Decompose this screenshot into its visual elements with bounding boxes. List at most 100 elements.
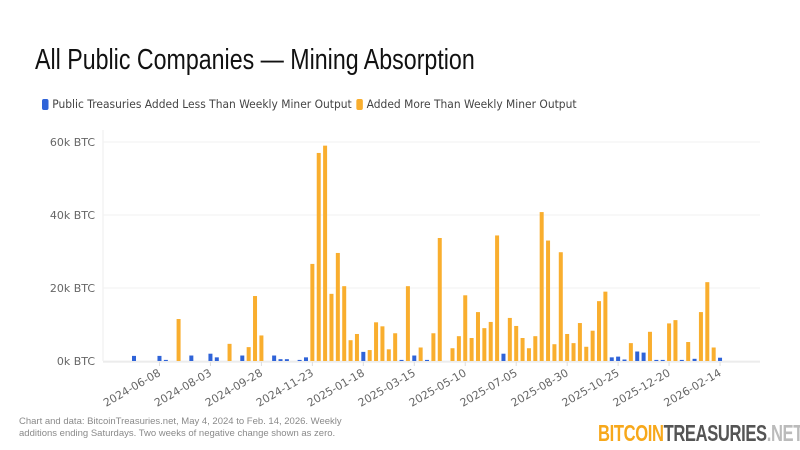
bar-more-than-output bbox=[405, 286, 410, 361]
bar-less-than-output bbox=[692, 358, 697, 361]
bar-less-than-output bbox=[654, 359, 659, 361]
bar-less-than-output bbox=[132, 355, 136, 361]
bar-less-than-output bbox=[622, 359, 627, 361]
bar-more-than-output bbox=[329, 293, 334, 361]
bitcointreasuries-logo: BITCOINTREASURIES.NET bbox=[598, 420, 800, 447]
legend-item-more: Added More Than Weekly Miner Output bbox=[356, 97, 577, 111]
bar-more-than-output bbox=[667, 323, 672, 361]
bar-more-than-output bbox=[539, 212, 544, 361]
bar-more-than-output bbox=[418, 347, 423, 361]
bar-more-than-output bbox=[705, 282, 710, 361]
legend-swatch-orange bbox=[356, 98, 363, 110]
bar-more-than-output bbox=[348, 340, 353, 361]
bar-less-than-output bbox=[609, 357, 614, 361]
bar-more-than-output bbox=[526, 348, 531, 361]
bar-less-than-output bbox=[425, 359, 430, 361]
bar-more-than-output bbox=[571, 343, 576, 361]
y-tick-label: 0k BTC bbox=[57, 355, 95, 368]
legend-item-less: Public Treasuries Added Less Than Weekly… bbox=[42, 97, 352, 111]
bar-more-than-output bbox=[253, 296, 258, 361]
bar-more-than-output bbox=[533, 336, 538, 361]
bar-less-than-output bbox=[718, 357, 723, 361]
bar-less-than-output bbox=[616, 356, 621, 361]
bar-more-than-output bbox=[463, 295, 468, 361]
bar-less-than-output bbox=[501, 353, 506, 361]
bar-less-than-output bbox=[660, 359, 665, 361]
bar-more-than-output bbox=[552, 344, 557, 361]
legend-label-more: Added More Than Weekly Miner Output bbox=[366, 97, 577, 111]
bar-more-than-output bbox=[316, 152, 321, 361]
bar-more-than-output bbox=[386, 349, 391, 361]
bar-more-than-output bbox=[335, 252, 340, 361]
bar-more-than-output bbox=[686, 342, 691, 361]
bar-more-than-output bbox=[374, 322, 379, 361]
bar-more-than-output bbox=[577, 323, 582, 361]
bar-less-than-output bbox=[641, 352, 646, 361]
bar-less-than-output bbox=[240, 355, 245, 361]
bar-more-than-output bbox=[176, 319, 181, 361]
bar-more-than-output bbox=[354, 333, 359, 361]
bar-less-than-output bbox=[412, 355, 417, 361]
legend-swatch-blue bbox=[42, 98, 49, 110]
bar-more-than-output bbox=[259, 335, 264, 361]
bar-more-than-output bbox=[488, 321, 493, 361]
y-tick-label: 60k BTC bbox=[50, 136, 95, 149]
bar-less-than-output bbox=[189, 355, 194, 361]
bar-less-than-output bbox=[303, 357, 308, 361]
bar-less-than-output bbox=[214, 357, 219, 361]
bar-more-than-output bbox=[546, 240, 551, 361]
bar-less-than-output bbox=[635, 351, 640, 361]
bar-less-than-output bbox=[278, 359, 283, 361]
bar-less-than-output bbox=[399, 359, 404, 361]
bar-more-than-output bbox=[310, 263, 315, 361]
chart-title: All Public Companies — Mining Absorption bbox=[35, 44, 475, 76]
bar-less-than-output bbox=[272, 355, 277, 361]
bar-more-than-output bbox=[647, 331, 652, 361]
bar-more-than-output bbox=[469, 338, 474, 361]
y-tick-label: 40k BTC bbox=[50, 209, 95, 222]
bar-more-than-output bbox=[437, 237, 442, 361]
logo-part-bitcoin: BITCOIN bbox=[598, 420, 664, 446]
bar-more-than-output bbox=[495, 235, 500, 361]
bar-more-than-output bbox=[698, 312, 703, 361]
x-tick-label: 2026-02-14 bbox=[662, 366, 724, 409]
bar-less-than-output bbox=[284, 359, 289, 361]
bar-more-than-output bbox=[367, 350, 372, 361]
bar-more-than-output bbox=[456, 336, 461, 361]
bar-more-than-output bbox=[590, 330, 595, 361]
bar-more-than-output bbox=[475, 312, 480, 361]
bar-more-than-output bbox=[507, 317, 512, 361]
bar-more-than-output bbox=[246, 347, 251, 361]
footnote: Chart and data: BitcoinTreasuries.net, M… bbox=[19, 416, 342, 439]
logo-part-net: .NET bbox=[766, 420, 800, 446]
bar-more-than-output bbox=[450, 348, 455, 361]
bar-more-than-output bbox=[227, 343, 232, 361]
bar-less-than-output bbox=[679, 359, 684, 361]
legend-label-less: Public Treasuries Added Less Than Weekly… bbox=[52, 97, 352, 111]
bar-more-than-output bbox=[628, 343, 633, 361]
legend: Public Treasuries Added Less Than Weekly… bbox=[42, 97, 581, 111]
bar-more-than-output bbox=[711, 347, 716, 361]
bar-less-than-output bbox=[208, 353, 213, 361]
bar-more-than-output bbox=[673, 320, 678, 361]
bar-more-than-output bbox=[603, 291, 608, 361]
y-tick-label: 20k BTC bbox=[50, 282, 95, 295]
bar-more-than-output bbox=[393, 333, 398, 361]
bar-more-than-output bbox=[482, 328, 487, 361]
bar-less-than-output bbox=[157, 355, 162, 361]
bar-less-than-output bbox=[163, 359, 168, 361]
bar-more-than-output bbox=[380, 326, 385, 361]
bar-more-than-output bbox=[323, 145, 328, 361]
bar-more-than-output bbox=[520, 338, 525, 361]
bar-more-than-output bbox=[584, 346, 589, 361]
bar-more-than-output bbox=[514, 325, 519, 361]
bar-more-than-output bbox=[597, 301, 602, 361]
bar-more-than-output bbox=[565, 333, 570, 361]
logo-part-treasuries: TREASURIES bbox=[663, 420, 768, 446]
bar-less-than-output bbox=[297, 359, 302, 361]
bar-more-than-output bbox=[431, 333, 436, 361]
bar-more-than-output bbox=[558, 252, 563, 361]
bar-less-than-output bbox=[361, 351, 366, 361]
bar-more-than-output bbox=[342, 286, 347, 361]
